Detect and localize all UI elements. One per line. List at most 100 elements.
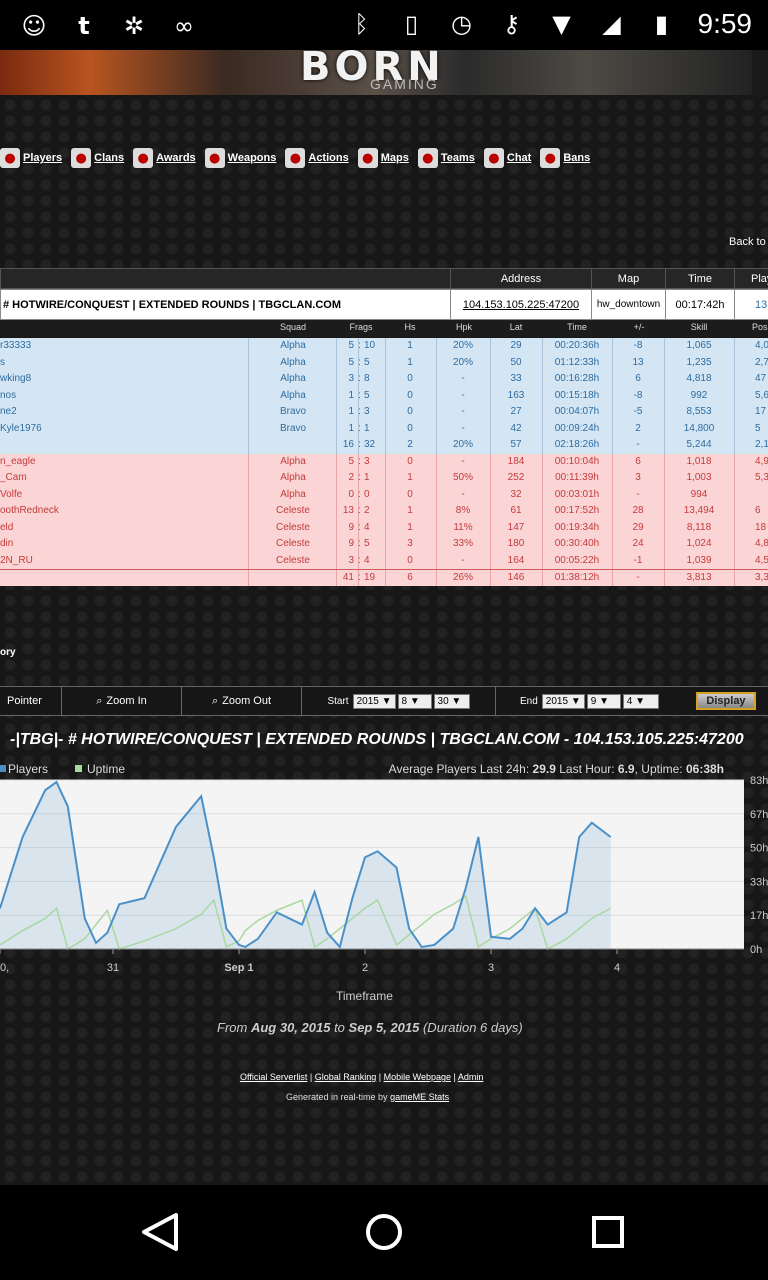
player-row[interactable]: r33333 Alpha 5 10 1 20% 29 00:20:36h -8 1,065 4,0: (0, 338, 768, 355)
cell-squad: Celeste (276, 538, 310, 549)
end-day-select[interactable]: 4 ▼ (622, 693, 659, 709)
team-total-row: 16 32 2 20% 57 02:18:26h - 5,244 2,1: (0, 437, 768, 454)
cell-skill: 1,065 (686, 340, 712, 351)
player-row[interactable]: ne2 Bravo 1 3 0 - 27 00:04:07h -5 8,553 17: (0, 404, 768, 421)
player-row[interactable]: s Alpha 5 5 1 20% 50 01:12:33h 13 1,235 2,7: (0, 354, 768, 371)
server-address-link[interactable]: 104.153.105.225:47200 (450, 289, 592, 320)
avg-value: 29.9 (532, 762, 556, 776)
back-button[interactable] (142, 1213, 178, 1251)
player-row[interactable]: eld Celeste 9 4 1 11% 147 00:19:34h 29 8,118 18: (0, 519, 768, 536)
uptime-label: , Uptime: (634, 762, 686, 776)
x-tick-label: 3 (488, 962, 494, 974)
footer-link-global-ranking[interactable]: Global Ranking (314, 1072, 377, 1082)
cell-name[interactable]: Volfe (0, 488, 23, 500)
cell-name[interactable]: 2N_RU (0, 554, 33, 566)
cell-k: 1 (348, 389, 354, 401)
home-button[interactable] (366, 1214, 402, 1250)
cell-name[interactable]: oothRedneck (0, 505, 59, 516)
back-link[interactable]: Back to (729, 236, 766, 248)
player-row[interactable]: wking8 Alpha 3 8 0 - 33 00:16:28h 6 4,818 47: (0, 371, 768, 388)
start-day-select[interactable]: 30 ▼ (433, 693, 470, 709)
cell-name[interactable]: wking8 (0, 373, 32, 384)
player-row[interactable]: Volfe Alpha 0 0 0-32 00:03:01h -994: (0, 486, 768, 503)
recents-button[interactable] (592, 1216, 624, 1248)
player-row[interactable]: Kyle1976 Bravo 1 1 0 - 42 00:09:24h 2 14,800 5: (0, 420, 768, 437)
player-row[interactable]: nos Alpha 1 5 0 - 163 00:15:18h -8 992 5,6: (0, 387, 768, 404)
cell-name[interactable]: eld (0, 521, 14, 533)
start-year-select[interactable]: 2015 ▼ (352, 693, 396, 709)
clans-icon: ● (71, 148, 92, 168)
cell-time: 00:30:40h (554, 538, 600, 549)
cell-hpk: - (461, 422, 465, 434)
cell-d: 4 (364, 521, 370, 533)
footer-link-mobile[interactable]: Mobile Webpage (383, 1072, 451, 1082)
cell-pm: 28 (632, 505, 644, 516)
generated-label: Generated in real-time by (286, 1092, 391, 1102)
cell-name[interactable]: din (0, 538, 14, 549)
nav-actions[interactable]: ● Actions (285, 148, 349, 168)
cell-name[interactable]: ne2 (0, 406, 17, 417)
cell-hpk: 20% (452, 439, 473, 450)
vibrate-icon: ▯ (404, 10, 419, 38)
cell-name[interactable]: nos (0, 389, 17, 401)
pointer-tool[interactable]: Pointer (0, 687, 62, 715)
main-nav: ● Players ● Clans ● Awards ● Weapons ● Actions ● Ma… (0, 146, 599, 170)
cell-time: 00:20:36h (554, 340, 600, 351)
start-month-select[interactable]: 8 ▼ (397, 693, 432, 709)
col-lat: Lat (509, 322, 523, 332)
players-chart[interactable]: 83h 67h 50h 33h 17h 0h 0, 31 Sep 1 2 3 4 (0, 772, 768, 982)
col-squad: Squad (280, 322, 307, 332)
cell-hs: 0 (407, 373, 413, 384)
cell-k: 13 (342, 505, 354, 516)
cell-skill: 1,039 (686, 554, 712, 566)
cell-pos: 3,3 (755, 572, 768, 583)
cell-lat: 50 (510, 356, 522, 368)
cell-hs: 1 (407, 472, 413, 483)
cell-name[interactable]: r33333 (0, 340, 32, 351)
end-month-value: 9 (590, 695, 597, 707)
legend-uptime[interactable]: Uptime (87, 762, 126, 776)
y-tick-label: 67h (750, 809, 768, 821)
y-tick-label: 17h (750, 910, 768, 922)
nav-weapons[interactable]: ● Weapons (204, 148, 276, 168)
x-tick-label: 4 (614, 962, 620, 974)
footer-link-admin[interactable]: Admin (457, 1072, 484, 1082)
nav-bans[interactable]: ● Bans (540, 148, 590, 168)
cell-name[interactable]: s (0, 356, 5, 368)
cell-k: 5 (348, 356, 354, 368)
nav-chat[interactable]: ● Chat (483, 148, 531, 168)
cell-d: 4 (364, 554, 370, 566)
player-row[interactable]: _Cam Alpha 2 1 1 50% 252 00:11:39h 3 1,003 5,3: (0, 470, 768, 487)
cell-name[interactable]: _Cam (0, 472, 27, 483)
footer-link-serverlist[interactable]: Official Serverlist (240, 1072, 308, 1082)
gameme-link[interactable]: gameME Stats (390, 1092, 450, 1102)
cell-name[interactable]: Kyle1976 (0, 422, 42, 434)
nav-players[interactable]: ● Players (0, 148, 62, 168)
cell-time: 00:17:52h (554, 505, 600, 516)
cell-name[interactable]: n_eagle (0, 455, 36, 467)
nav-maps[interactable]: ● Maps (357, 148, 409, 168)
player-row[interactable]: oothRedneck Celeste 13 2 1 8% 61 00:17:52h 28 13,… (0, 503, 768, 520)
cell-hs: 0 (407, 554, 413, 566)
players-header: Play (734, 268, 768, 289)
end-year-select[interactable]: 2015 ▼ (541, 693, 585, 709)
cell-lat: 29 (510, 340, 522, 351)
cell-lat: 184 (507, 455, 525, 467)
end-month-select[interactable]: 9 ▼ (586, 693, 621, 709)
player-row[interactable]: din Celeste 9 5 3 33% 180 00:30:40h 24 1,024 4,8: (0, 536, 768, 553)
cell-squad: Alpha (280, 488, 306, 500)
nav-clans[interactable]: ● Clans (71, 148, 124, 168)
player-row[interactable]: n_eagle Alpha 5 3 0 - 184 00:10:04h 6 1,018 4,9: (0, 453, 768, 470)
cell-lat: 180 (507, 538, 525, 549)
server-players: 13 (734, 289, 768, 320)
player-row[interactable]: 2N_RU Celeste 3 4 0 - 164 00:05:22h -1 1,039 4,5: (0, 552, 768, 569)
cell-hpk: 26% (452, 572, 473, 583)
cell-k: 9 (348, 538, 354, 549)
nav-teams[interactable]: ● Teams (417, 148, 475, 168)
legend-players[interactable]: Players (8, 762, 49, 776)
display-button[interactable]: Display (696, 692, 756, 710)
zoom-in-button[interactable]: ⌕ Zoom In (62, 687, 182, 715)
col-time: Time (567, 322, 587, 332)
zoom-out-button[interactable]: ⌕ Zoom Out (182, 687, 302, 715)
nav-awards[interactable]: ● Awards (133, 148, 196, 168)
